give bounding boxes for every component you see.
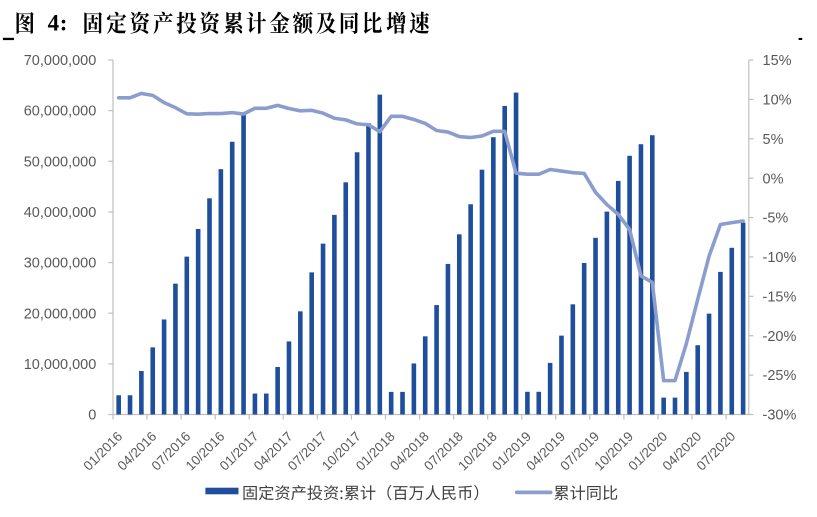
- svg-text:-10%: -10%: [763, 250, 797, 266]
- svg-text:50,000,000: 50,000,000: [24, 154, 97, 170]
- svg-text:-5%: -5%: [763, 211, 789, 227]
- svg-text:-30%: -30%: [763, 408, 797, 424]
- svg-text:0: 0: [88, 408, 96, 424]
- svg-text:40,000,000: 40,000,000: [24, 205, 97, 221]
- svg-text:15%: 15%: [763, 53, 792, 69]
- svg-text:20,000,000: 20,000,000: [24, 306, 97, 322]
- svg-text:10,000,000: 10,000,000: [24, 357, 97, 373]
- svg-text:-25%: -25%: [763, 368, 797, 384]
- svg-text:5%: 5%: [763, 132, 784, 148]
- svg-text:70,000,000: 70,000,000: [24, 53, 97, 69]
- svg-text:4:: 4:: [48, 11, 68, 36]
- svg-text:-15%: -15%: [763, 289, 797, 305]
- svg-text:60,000,000: 60,000,000: [24, 104, 97, 120]
- svg-text:10%: 10%: [763, 92, 792, 108]
- svg-text:30,000,000: 30,000,000: [24, 256, 97, 272]
- svg-text:-20%: -20%: [763, 329, 797, 345]
- svg-text:0%: 0%: [763, 171, 784, 187]
